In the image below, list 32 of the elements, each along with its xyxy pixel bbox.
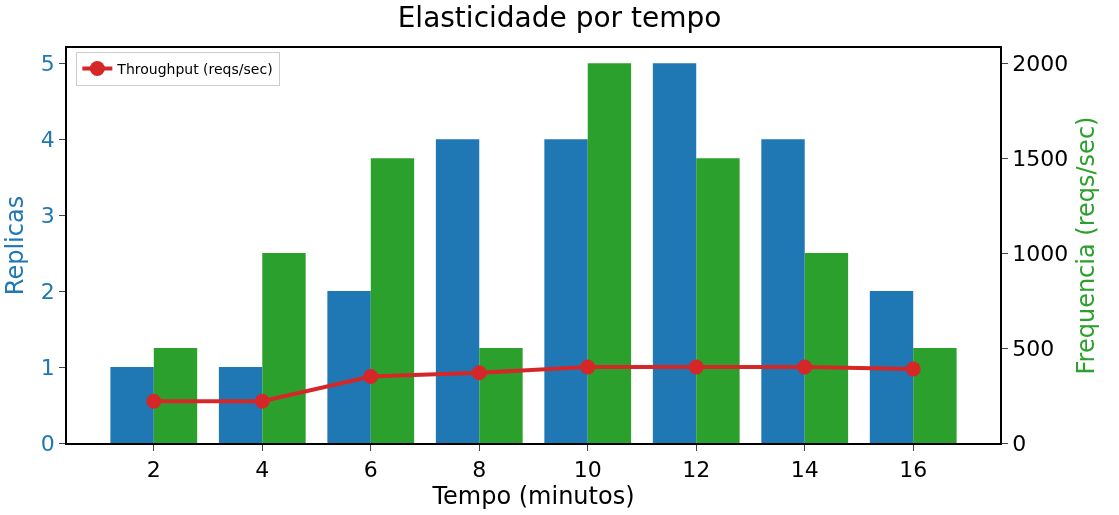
chart-title: Elasticidade por tempo bbox=[397, 1, 722, 35]
point bbox=[688, 359, 704, 375]
y-tick-label: 0 bbox=[40, 430, 55, 456]
y-tick-label: 4 bbox=[40, 126, 55, 152]
point bbox=[254, 393, 270, 409]
point bbox=[905, 361, 921, 377]
point bbox=[580, 359, 596, 375]
y2-tick-label: 1500 bbox=[1012, 145, 1069, 171]
y2-tick-label: 1000 bbox=[1012, 240, 1069, 266]
x-tick-label: 8 bbox=[472, 457, 487, 483]
x-axis-title: Tempo (minutos) bbox=[431, 482, 635, 511]
x-tick-label: 6 bbox=[363, 457, 378, 483]
point bbox=[471, 365, 487, 381]
x-tick-label: 12 bbox=[682, 457, 711, 483]
x-tick-label: 2 bbox=[146, 457, 161, 483]
point bbox=[363, 369, 379, 385]
y-axis-title: Replicas bbox=[1, 195, 30, 296]
legend-label: Throughput (reqs/sec) bbox=[116, 61, 273, 78]
y2-tick-label: 0 bbox=[1012, 430, 1027, 456]
x-tick-label: 16 bbox=[899, 457, 928, 483]
y2-axis-title: Frequencia (reqs/sec) bbox=[1071, 116, 1100, 375]
y-tick-label: 5 bbox=[40, 50, 55, 76]
y2-tick-label: 500 bbox=[1012, 335, 1055, 361]
y-tick-label: 2 bbox=[40, 278, 55, 304]
point bbox=[797, 359, 813, 375]
x-tick-label: 4 bbox=[255, 457, 270, 483]
x-tick-label: 10 bbox=[573, 457, 602, 483]
y2-tick-label: 2000 bbox=[1012, 50, 1069, 76]
y-tick-label: 3 bbox=[40, 202, 55, 228]
point bbox=[146, 393, 162, 409]
y-tick-label: 1 bbox=[40, 354, 55, 380]
x-tick-label: 14 bbox=[790, 457, 819, 483]
